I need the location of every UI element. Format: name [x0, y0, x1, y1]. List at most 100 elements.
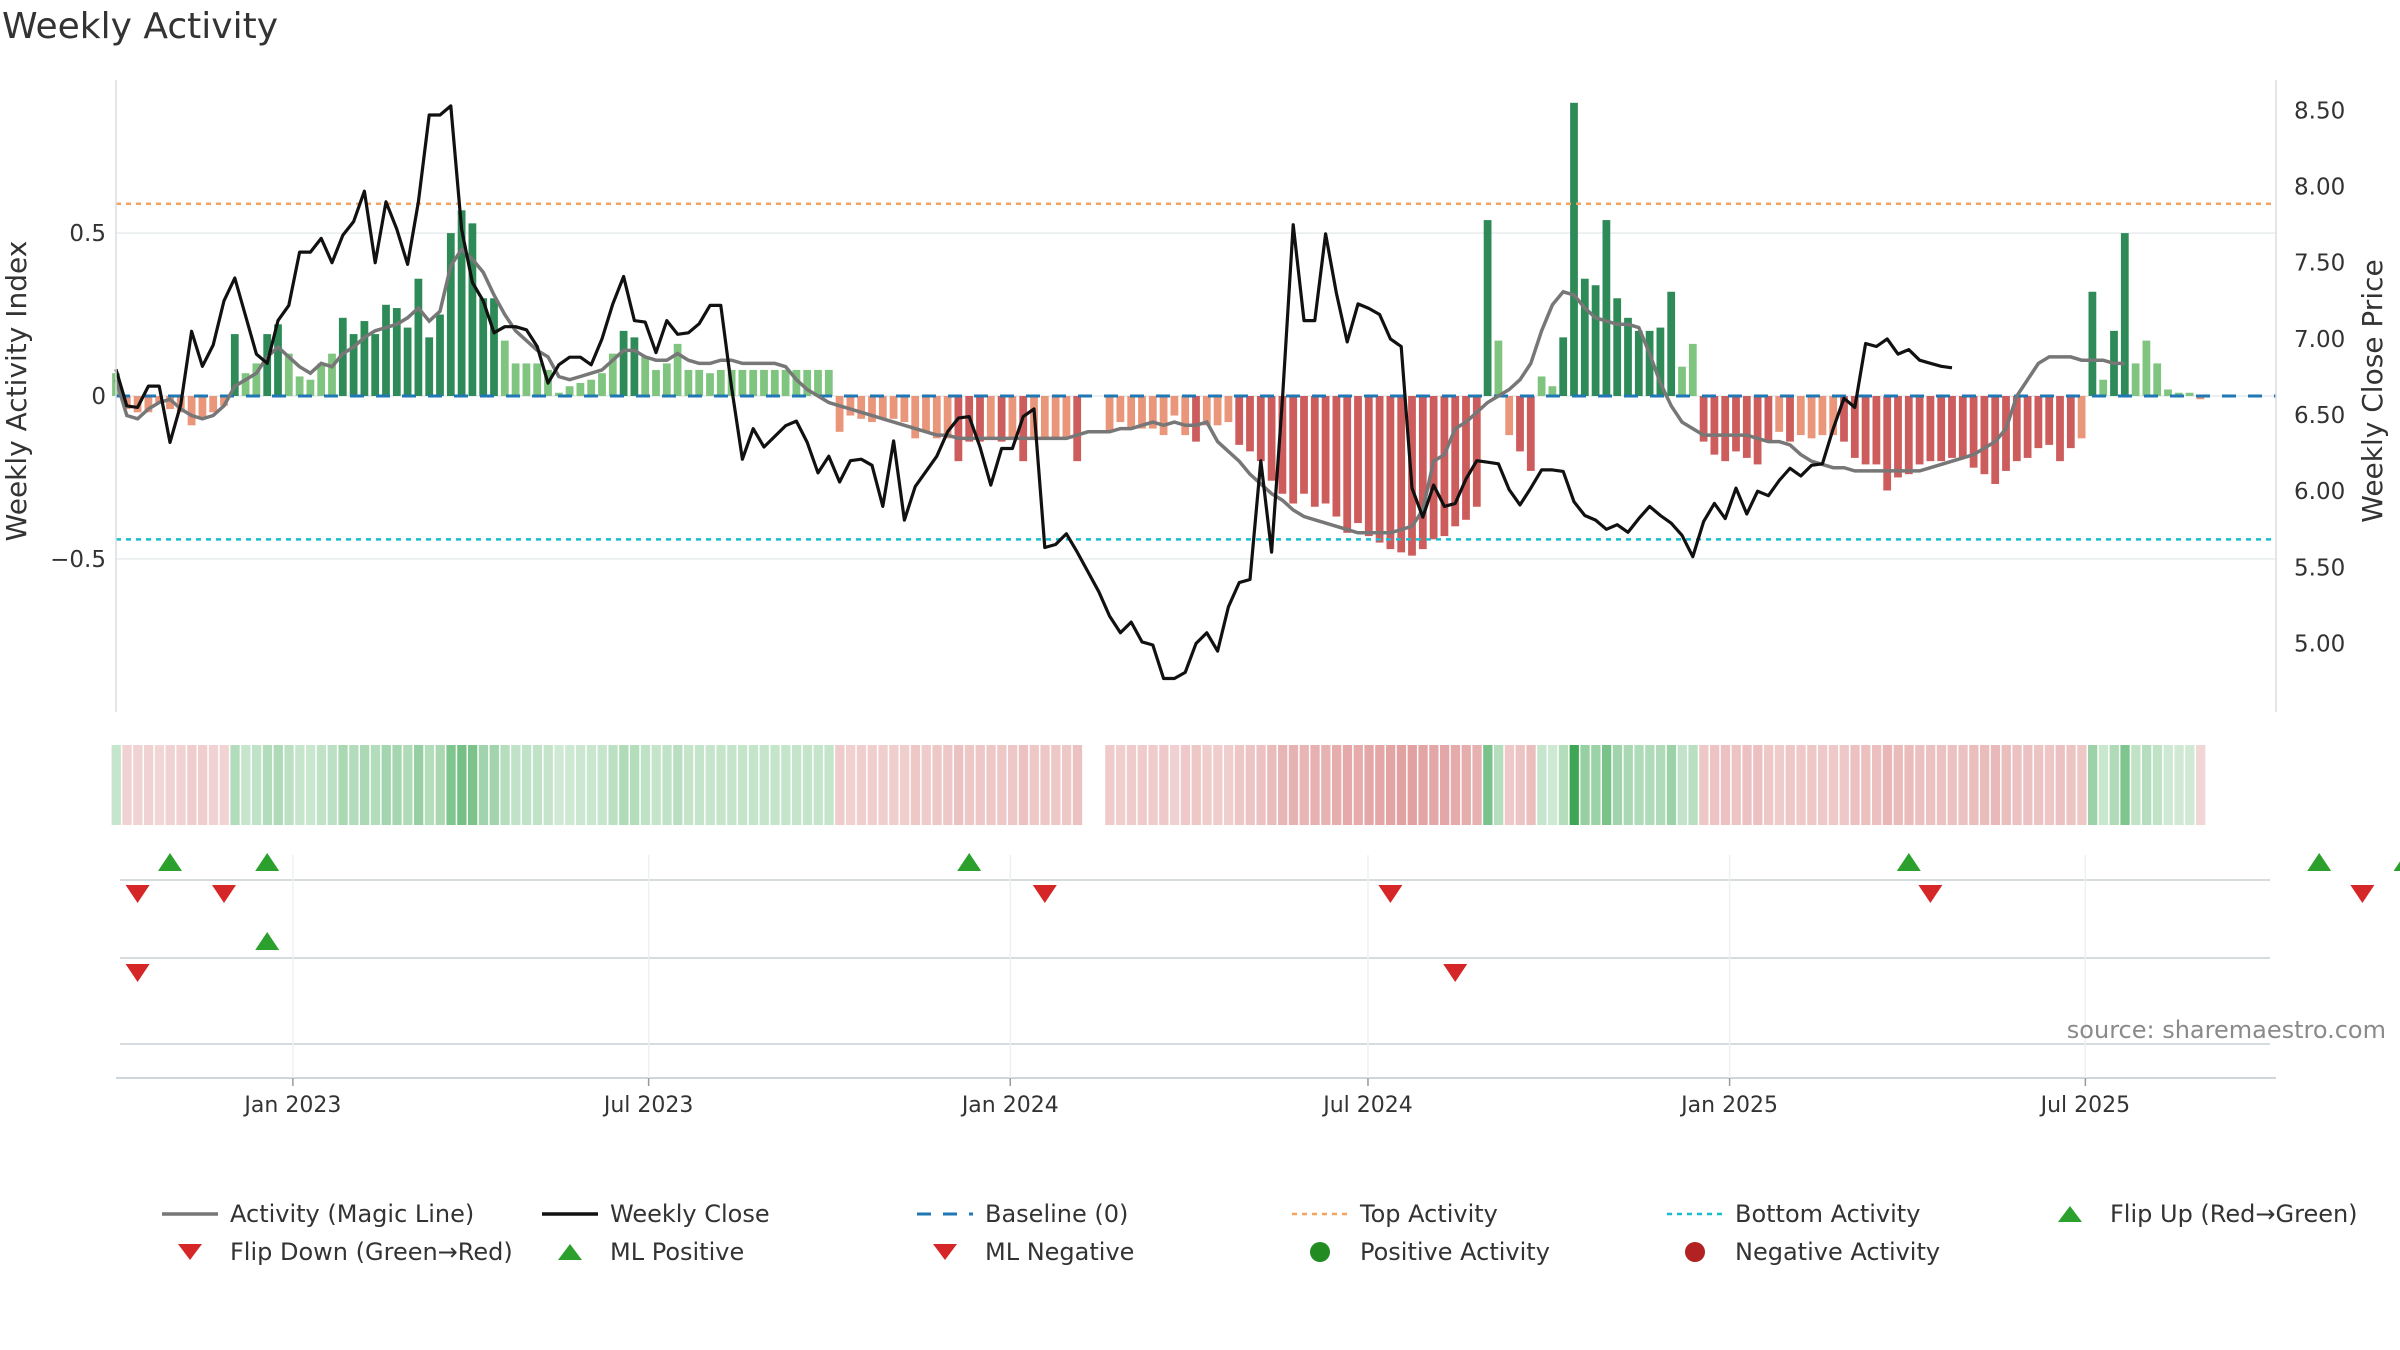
activity-strip-cell — [1126, 745, 1137, 825]
activity-bar — [1019, 396, 1028, 462]
activity-strip-cell — [597, 745, 607, 825]
activity-strip-cell — [2034, 745, 2044, 825]
activity-strip-cell — [1850, 745, 1860, 825]
activity-strip-cell — [1980, 745, 1990, 825]
activity-bar — [2012, 396, 2021, 462]
activity-bar — [1861, 396, 1870, 465]
activity-bar — [328, 353, 336, 396]
activity-bar — [1138, 396, 1146, 429]
activity-strip-cell — [1375, 745, 1385, 825]
activity-bar — [1213, 396, 1222, 426]
activity-strip-cell — [2055, 745, 2065, 825]
y-tick-label: 0.5 — [69, 221, 106, 247]
activity-bar — [1116, 396, 1125, 423]
activity-bar — [1159, 396, 1168, 436]
activity-bar — [1786, 396, 1794, 442]
activity-strip-cell — [2120, 745, 2130, 825]
activity-strip-cell — [1072, 745, 1083, 825]
weekly-close-line — [114, 104, 1953, 681]
flip-up-marker — [158, 853, 182, 871]
flip-up-marker — [255, 853, 280, 871]
flip-up-marker — [2393, 861, 2400, 871]
activity-strip-cell — [1915, 745, 1925, 825]
activity-strip-cell — [1731, 745, 1741, 825]
flip-down-marker — [1918, 885, 1943, 903]
activity-bar — [2196, 396, 2205, 400]
activity-strip-cell — [1526, 745, 1536, 825]
activity-strip-cell — [781, 745, 791, 825]
activity-bar — [814, 369, 822, 396]
activity-bar — [1656, 327, 1665, 396]
activity-bar — [1462, 396, 1470, 520]
activity-bar — [479, 298, 488, 396]
activity-bar — [1440, 396, 1449, 537]
activity-bar — [1807, 396, 1816, 439]
activity-bar — [1850, 396, 1859, 458]
activity-strip-cell — [1720, 745, 1731, 825]
activity-strip-cell — [468, 745, 478, 825]
activity-bar — [1364, 396, 1373, 537]
legend-label: Negative Activity — [1735, 1238, 1941, 1266]
activity-strip-cell — [1245, 745, 1255, 825]
activity-strip-cell — [1591, 745, 1601, 825]
activity-strip-cell — [543, 745, 553, 825]
activity-strip-cell — [241, 745, 251, 825]
legend-label: Flip Up (Red→Green) — [2110, 1200, 2358, 1228]
activity-bar — [533, 363, 542, 396]
activity-strip-cell — [1666, 745, 1677, 825]
activity-strip-cell — [1839, 745, 1849, 825]
activity-bar — [1915, 396, 1924, 465]
activity-strip-cell — [1537, 745, 1547, 825]
activity-strip-cell — [1213, 745, 1223, 825]
ml-negative-marker — [125, 964, 150, 982]
activity-bar — [1062, 396, 1071, 439]
activity-bar — [1105, 396, 1114, 432]
activity-strip-cell — [1299, 745, 1309, 825]
activity-strip-cell — [2023, 745, 2033, 825]
activity-bar — [1926, 396, 1935, 462]
activity-strip-cell — [392, 745, 402, 825]
activity-strip-cell — [1818, 745, 1828, 825]
activity-strip-cell — [1548, 745, 1558, 825]
activity-bar — [230, 334, 239, 396]
activity-strip-cell — [1364, 745, 1374, 825]
activity-bar — [1602, 220, 1611, 396]
activity-strip-cell — [684, 745, 694, 825]
legend-triangle-up-icon — [2058, 1206, 2082, 1222]
activity-strip-cell — [1656, 745, 1666, 825]
activity-strip-cell — [2131, 745, 2141, 825]
legend-swatch — [1667, 1212, 1723, 1216]
y2-tick-label: 8.00 — [2294, 175, 2345, 201]
y2-tick-label: 7.50 — [2294, 251, 2345, 277]
activity-strip-cell — [1440, 745, 1450, 825]
flip-down-marker — [1378, 885, 1403, 903]
ml-negative-marker — [1443, 964, 1468, 982]
legend-label: Bottom Activity — [1735, 1200, 1921, 1228]
activity-bar — [2034, 396, 2043, 449]
activity-strip-cell — [2109, 745, 2119, 825]
legend-label: Positive Activity — [1360, 1238, 1550, 1266]
legend-swatch — [162, 1212, 218, 1216]
activity-strip-cell — [716, 745, 726, 825]
legend-item: Flip Up (Red→Green) — [2040, 1200, 2358, 1228]
activity-strip-cell — [1774, 745, 1785, 825]
activity-bar — [1202, 396, 1211, 426]
legend-item: Top Activity — [1290, 1200, 1498, 1228]
activity-bar — [738, 369, 747, 396]
activity-bar — [284, 353, 293, 396]
activity-bar — [1667, 291, 1676, 396]
activity-bar — [425, 337, 434, 396]
x-tick-label: Jan 2023 — [242, 1093, 341, 1118]
activity-bar — [1192, 396, 1200, 442]
activity-strip-cell — [144, 745, 154, 825]
activity-strip-cell — [1602, 745, 1612, 825]
activity-bar — [803, 369, 812, 396]
activity-strip-cell — [1569, 745, 1579, 825]
activity-bar — [360, 321, 369, 396]
activity-bar — [1397, 396, 1406, 553]
activity-strip-cell — [1634, 745, 1644, 825]
activity-bar — [263, 334, 272, 396]
activity-strip-cell — [230, 745, 240, 825]
activity-bar — [619, 330, 628, 396]
activity-strip-cell — [964, 745, 975, 825]
